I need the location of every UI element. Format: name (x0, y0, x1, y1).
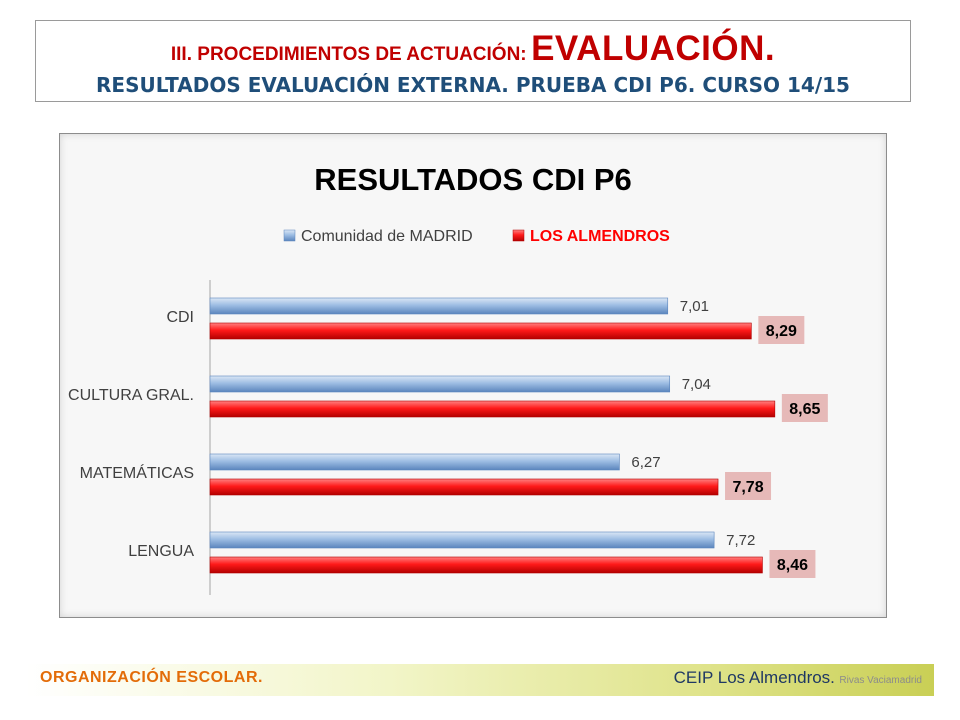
data-label-madrid: 6,27 (631, 454, 660, 471)
section-topic: EVALUACIÓN. (531, 29, 776, 68)
footer-town: Rivas Vaciamadrid (839, 675, 922, 686)
bar-madrid (209, 531, 715, 549)
data-label-box-almendros (725, 472, 772, 500)
category-label: CULTURA GRAL. (68, 387, 194, 404)
data-label-almendros: 7,78 (732, 479, 763, 496)
category-label: CDI (166, 309, 194, 326)
chart-legend: Comunidad de MADRID LOS ALMENDROS (283, 228, 670, 245)
legend-swatch-madrid (283, 229, 296, 242)
bars-group: CDI 7,01 8,29 CULTURA GRAL. 7,04 8,65 MATEMÁTI… (68, 297, 828, 578)
footer-school: CEIP Los Almendros. (673, 668, 835, 687)
data-label-madrid: 7,72 (726, 532, 755, 549)
data-label-box-almendros (781, 394, 828, 422)
data-label-almendros: 8,65 (789, 401, 820, 418)
data-label-madrid: 7,01 (680, 298, 709, 315)
slide-subtitle: RESULTADOS EVALUACIÓN EXTERNA. PRUEBA CD… (96, 73, 850, 97)
legend-label-almendros: LOS ALMENDROS (530, 228, 670, 245)
chart-title: RESULTADOS CDI P6 (314, 162, 632, 197)
section-title: III. PROCEDIMIENTOS DE ACTUACIÓN: (170, 44, 527, 65)
bar-madrid (209, 453, 620, 471)
legend-swatch-almendros (512, 229, 525, 242)
data-label-almendros: 8,46 (777, 557, 808, 574)
bar-chart: RESULTADOS CDI P6 Comunidad de MADRID LO… (68, 162, 828, 595)
bar-madrid (209, 297, 669, 315)
legend-label-madrid: Comunidad de MADRID (301, 228, 473, 245)
bar-almendros (209, 322, 752, 340)
category-label: MATEMÁTICAS (80, 463, 194, 482)
footer-bar (26, 664, 934, 696)
bar-madrid (209, 375, 671, 393)
data-label-madrid: 7,04 (682, 376, 711, 393)
footer-school-info: CEIP Los Almendros. Rivas Vaciamadrid (674, 668, 922, 688)
bar-almendros (209, 478, 719, 496)
header-line-1: III. PROCEDIMIENTOS DE ACTUACIÓN: EVALUA… (36, 29, 910, 69)
slide-header: III. PROCEDIMIENTOS DE ACTUACIÓN: EVALUA… (35, 20, 911, 102)
category-label: LENGUA (128, 543, 194, 560)
chart-frame: RESULTADOS CDI P6 Comunidad de MADRID LO… (59, 133, 887, 618)
bar-almendros (209, 556, 763, 574)
data-label-almendros: 8,29 (766, 323, 797, 340)
footer-section: ORGANIZACIÓN ESCOLAR. (40, 669, 263, 686)
data-label-box-almendros (758, 316, 805, 344)
data-label-box-almendros (769, 550, 816, 578)
bar-almendros (209, 400, 776, 418)
